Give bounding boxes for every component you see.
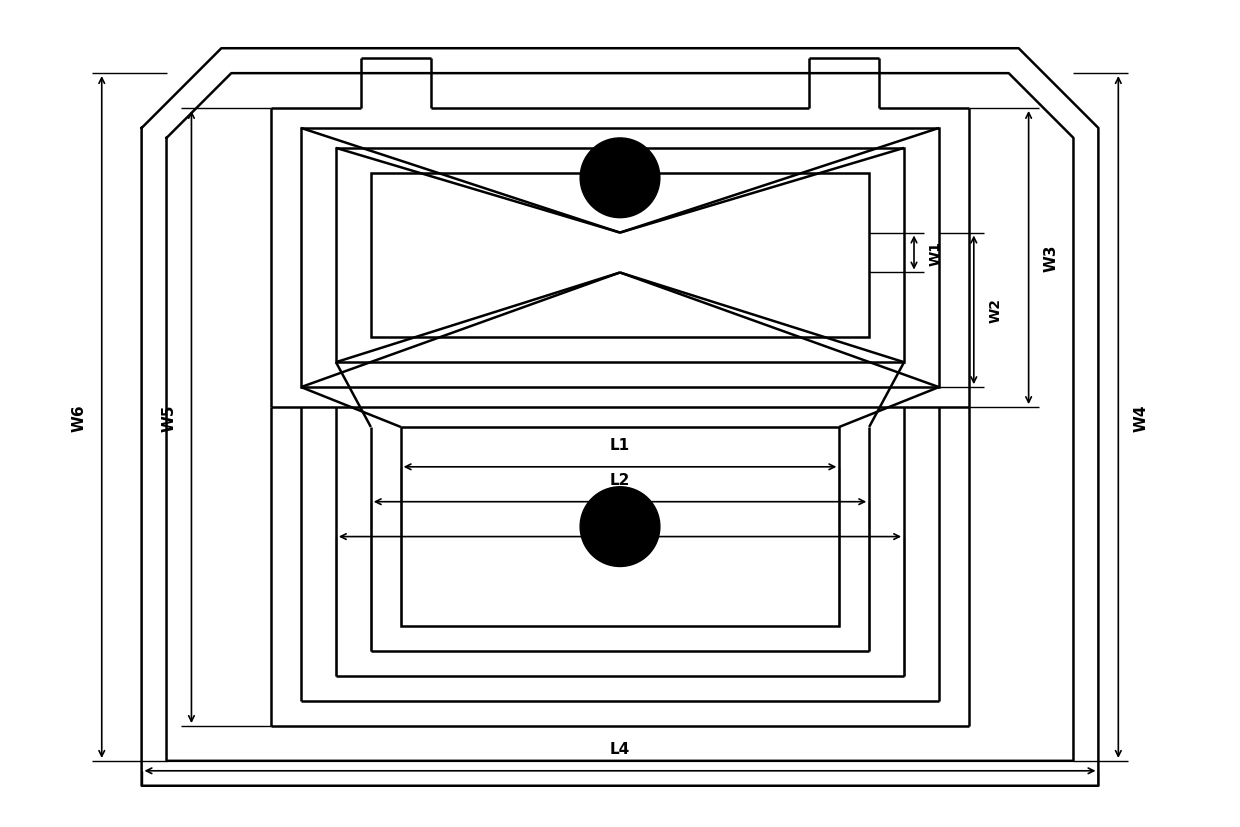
Text: W4: W4	[1133, 404, 1148, 431]
Text: W6: W6	[72, 404, 87, 431]
Circle shape	[580, 139, 660, 218]
Text: W2: W2	[988, 298, 1003, 323]
Text: L1: L1	[610, 437, 630, 452]
Bar	[371, 174, 869, 338]
Text: W1: W1	[929, 241, 942, 265]
Text: L4: L4	[610, 741, 630, 756]
Bar	[401, 428, 839, 627]
Bar	[336, 149, 904, 363]
Text: L3: L3	[610, 507, 630, 522]
Text: L2: L2	[610, 472, 630, 487]
Bar	[301, 129, 939, 388]
Text: W3: W3	[1044, 245, 1059, 272]
Circle shape	[580, 487, 660, 566]
Text: W5: W5	[161, 404, 176, 431]
